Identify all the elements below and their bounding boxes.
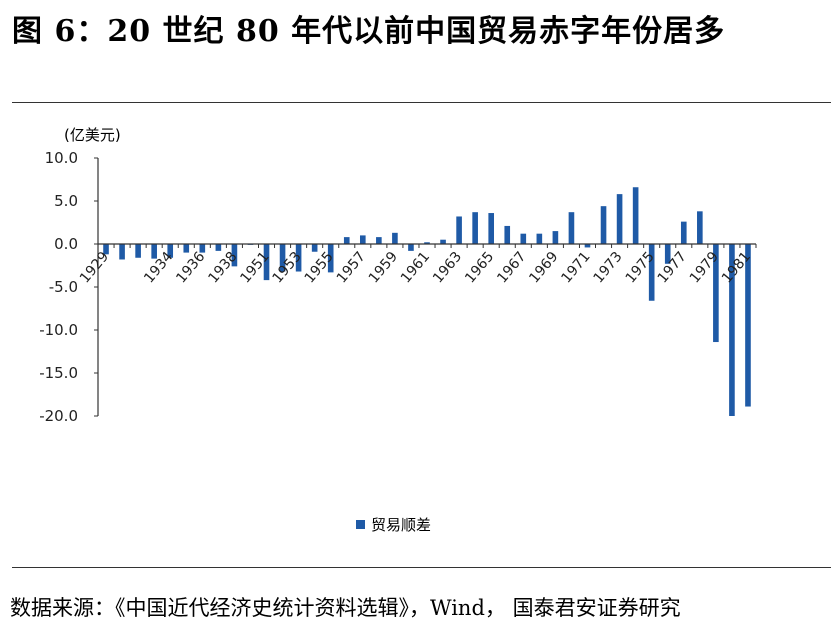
x-tick-label: 1971 bbox=[558, 249, 593, 287]
bar-1929 bbox=[103, 244, 109, 255]
y-tick-label: -20.0 bbox=[39, 407, 78, 425]
bar-1956 bbox=[343, 237, 350, 244]
bottom-rule bbox=[12, 567, 831, 568]
bar-1972 bbox=[600, 206, 607, 244]
bar-1962 bbox=[440, 239, 446, 244]
bar-1952 bbox=[279, 244, 286, 272]
y-tick-label: -10.0 bbox=[39, 321, 78, 339]
bar-1961 bbox=[424, 242, 430, 244]
x-tick-label: 1959 bbox=[366, 249, 401, 287]
bar-1938 bbox=[231, 244, 238, 267]
x-tick-label: 1969 bbox=[526, 249, 561, 287]
legend-swatch bbox=[356, 520, 365, 529]
y-tick-label: -15.0 bbox=[39, 364, 78, 382]
y-tick-label: 10.0 bbox=[45, 149, 78, 167]
bar-1951 bbox=[263, 244, 270, 281]
bar-1967 bbox=[520, 233, 527, 244]
bar-1931 bbox=[135, 244, 141, 258]
x-tick-label: 1973 bbox=[591, 249, 626, 287]
bar-1935 bbox=[183, 244, 190, 253]
legend: 贸易顺差 bbox=[356, 514, 431, 535]
bar-1978 bbox=[697, 211, 703, 244]
x-tick-label: 1977 bbox=[655, 249, 690, 287]
y-tick-label: 5.0 bbox=[54, 192, 78, 210]
x-tick-label: 1965 bbox=[462, 249, 497, 287]
bar-1970 bbox=[568, 212, 575, 244]
bar-1975 bbox=[648, 244, 655, 301]
bar-1966 bbox=[504, 225, 511, 244]
x-tick-label: 1936 bbox=[173, 249, 208, 287]
x-tick-label: 1961 bbox=[398, 249, 433, 287]
x-tick-label: 1957 bbox=[334, 249, 369, 287]
bar-1980 bbox=[729, 244, 735, 416]
data-source-note: 数据来源：《中国近代经济史统计资料选辑》，Wind， 国泰君安证券研究 bbox=[10, 596, 681, 620]
bar-series bbox=[103, 187, 751, 416]
bar-1973 bbox=[616, 194, 623, 244]
bar-1974 bbox=[632, 187, 639, 244]
bar-1964 bbox=[472, 212, 478, 244]
bar-1936 bbox=[199, 244, 206, 253]
bar-1968 bbox=[536, 233, 543, 244]
y-tick-label: 0.0 bbox=[54, 235, 78, 253]
bar-1953 bbox=[295, 244, 302, 272]
bar-chart: (亿美元) 10.0 5.0 0.0 -5.0 -10.0 -15.0 -20.0 1929… bbox=[39, 126, 757, 425]
bar-1957 bbox=[359, 235, 366, 244]
y-tick-label: -5.0 bbox=[49, 278, 78, 296]
bar-1969 bbox=[552, 231, 559, 244]
bar-1965 bbox=[488, 213, 495, 244]
bar-1971 bbox=[584, 244, 591, 248]
x-tick-label: 1967 bbox=[494, 249, 529, 287]
figure-title: 图 6：20 世纪 80 年代以前中国贸易赤字年份居多 bbox=[12, 14, 726, 49]
bar-1976 bbox=[664, 244, 671, 264]
bar-1959 bbox=[392, 232, 398, 244]
bar-1934 bbox=[167, 244, 174, 258]
bar-1932 bbox=[151, 244, 157, 259]
x-tick-label: 1929 bbox=[77, 249, 112, 287]
y-axis-ticks: 10.0 5.0 0.0 -5.0 -10.0 -15.0 -20.0 bbox=[39, 149, 98, 425]
bar-1960 bbox=[408, 244, 414, 251]
legend-label: 贸易顺差 bbox=[371, 516, 432, 534]
top-rule bbox=[12, 102, 831, 103]
bar-1977 bbox=[680, 221, 687, 244]
bar-1981 bbox=[745, 244, 751, 407]
bar-1955 bbox=[327, 244, 334, 273]
x-tick-label: 1963 bbox=[430, 249, 465, 287]
bar-1979 bbox=[713, 244, 719, 343]
bar-1937 bbox=[215, 244, 222, 251]
y-axis-unit-label: (亿美元) bbox=[64, 126, 121, 144]
bar-1958 bbox=[376, 237, 382, 244]
bar-1930 bbox=[119, 244, 125, 260]
bar-1963 bbox=[456, 216, 462, 244]
bar-1954 bbox=[311, 244, 318, 252]
